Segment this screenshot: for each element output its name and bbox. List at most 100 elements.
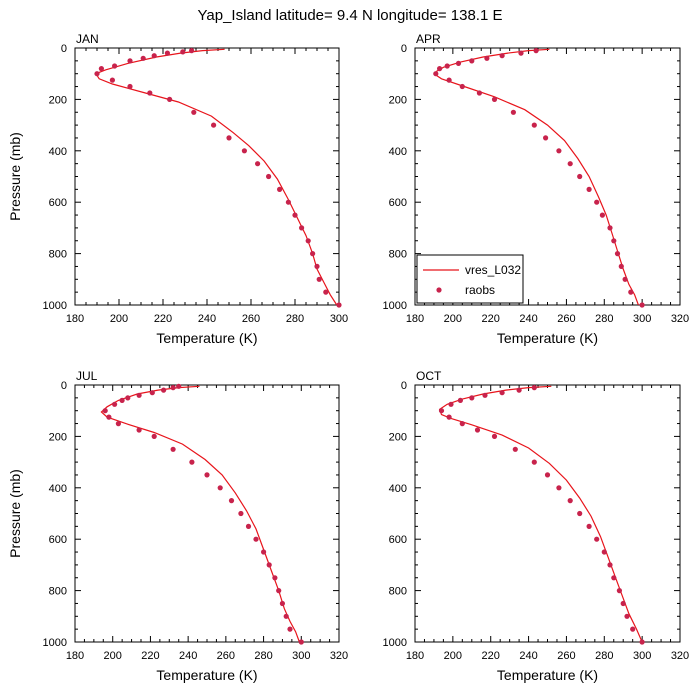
obs-marker xyxy=(287,626,293,632)
obs-marker xyxy=(253,536,259,542)
obs-marker xyxy=(518,50,524,56)
plot-frame xyxy=(74,47,340,306)
model-profile-line xyxy=(94,48,338,305)
x-axis-title: Temperature (K) xyxy=(156,330,257,346)
obs-marker xyxy=(211,122,217,128)
legend-label-model: vres_L032 xyxy=(465,263,521,277)
y-tick-label: 400 xyxy=(49,483,67,495)
obs-marker xyxy=(586,186,592,192)
obs-marker xyxy=(176,383,182,389)
y-tick-label: 400 xyxy=(389,146,407,158)
x-axis-title: Temperature (K) xyxy=(156,667,257,683)
y-tick-label: 200 xyxy=(389,94,407,106)
obs-marker xyxy=(170,446,176,452)
obs-marker xyxy=(115,421,121,427)
plot-area xyxy=(100,385,300,642)
x-axis-title: Temperature (K) xyxy=(497,330,598,346)
obs-marker xyxy=(228,498,235,504)
obs-marker xyxy=(599,212,606,218)
y-tick-label: 0 xyxy=(61,43,67,55)
obs-marker xyxy=(601,549,607,555)
y-tick-label: 400 xyxy=(389,483,407,495)
obs-marker xyxy=(191,109,197,115)
obs-marker xyxy=(112,63,118,69)
obs-marker xyxy=(491,433,498,439)
obs-marker xyxy=(630,626,636,632)
x-tick-label: 260 xyxy=(557,650,575,662)
obs-marker xyxy=(164,50,170,56)
y-tick-label: 0 xyxy=(401,43,407,55)
obs-marker xyxy=(255,161,261,167)
panels-layer: JAN 180 200 220 240 260 280 300 0 200 400 600 800 100… xyxy=(7,32,689,683)
x-tick-label: 180 xyxy=(66,313,84,325)
x-tick-label: 220 xyxy=(482,650,500,662)
x-tick-label: 240 xyxy=(179,650,197,662)
obs-marker xyxy=(299,225,305,231)
obs-marker xyxy=(136,392,142,398)
obs-marker xyxy=(531,459,537,465)
obs-marker xyxy=(336,302,342,308)
obs-marker xyxy=(620,600,626,607)
obs-marker xyxy=(543,135,549,141)
obs-marker xyxy=(266,562,272,568)
obs-marker xyxy=(531,122,537,128)
y-tick-label: 400 xyxy=(49,146,67,158)
obs-marker xyxy=(261,549,267,555)
obs-marker xyxy=(624,613,630,619)
obs-marker xyxy=(217,485,223,491)
y-tick-label: 800 xyxy=(389,249,407,261)
obs-marker xyxy=(147,90,153,96)
y-tick-label: 800 xyxy=(389,586,407,598)
obs-marker xyxy=(616,588,623,594)
y-tick-label: 1000 xyxy=(383,637,407,649)
obs-marker xyxy=(310,251,316,257)
obs-marker xyxy=(567,498,573,504)
obs-marker xyxy=(448,401,454,407)
obs-marker xyxy=(533,48,539,54)
obs-marker xyxy=(594,199,600,205)
obs-marker xyxy=(245,523,252,530)
obs-marker xyxy=(226,135,232,141)
obs-marker xyxy=(316,276,322,282)
obs-marker xyxy=(516,387,522,393)
x-tick-label: 320 xyxy=(671,313,689,325)
obs-marker xyxy=(474,427,481,433)
obs-marker xyxy=(189,48,195,54)
legend-box xyxy=(416,254,524,304)
y-tick-label: 800 xyxy=(49,586,67,598)
x-tick-label: 220 xyxy=(482,313,500,325)
obs-marker xyxy=(189,459,195,465)
obs-marker xyxy=(140,55,146,61)
obs-marker xyxy=(292,212,298,218)
obs-marker xyxy=(438,408,445,414)
obs-marker xyxy=(238,510,244,517)
y-tick-label: 600 xyxy=(389,197,407,209)
x-tick-label: 260 xyxy=(242,313,260,325)
y-tick-label: 1000 xyxy=(43,300,67,312)
obs-marker xyxy=(544,472,551,478)
obs-marker xyxy=(567,161,573,167)
obs-marker xyxy=(512,446,518,452)
legend-label-obs: raobs xyxy=(465,283,495,297)
obs-marker xyxy=(151,53,157,59)
obs-marker xyxy=(455,60,462,66)
obs-marker xyxy=(457,397,463,403)
y-tick-label: 1000 xyxy=(43,637,67,649)
x-tick-label: 300 xyxy=(633,313,651,325)
obs-marker xyxy=(285,199,291,205)
obs-marker xyxy=(149,390,155,396)
obs-marker xyxy=(170,385,176,391)
panel-label: JUL xyxy=(76,369,98,383)
x-tick-label: 220 xyxy=(141,650,159,662)
obs-marker xyxy=(277,186,283,192)
obs-marker xyxy=(323,289,329,295)
figure-title: Yap_Island latitude= 9.4 N longitude= 13… xyxy=(198,7,503,24)
obs-marker xyxy=(314,263,320,269)
y-tick-label: 1000 xyxy=(383,300,407,312)
x-tick-label: 180 xyxy=(406,313,424,325)
y-tick-label: 0 xyxy=(61,380,67,392)
obs-marker xyxy=(94,71,100,77)
obs-marker xyxy=(444,63,450,69)
panel-label: JAN xyxy=(76,32,99,46)
